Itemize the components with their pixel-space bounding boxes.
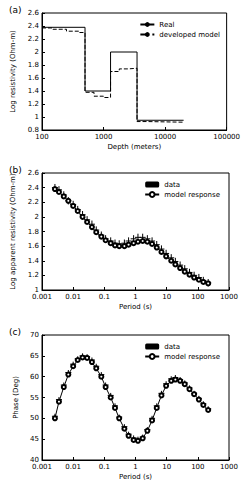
svg-text:Period (s): Period (s): [119, 473, 152, 481]
svg-text:0.001: 0.001: [32, 293, 52, 301]
svg-text:2.2: 2.2: [28, 35, 39, 43]
svg-text:100: 100: [35, 133, 48, 141]
svg-text:2.6: 2.6: [28, 169, 40, 177]
svg-text:2: 2: [35, 48, 39, 56]
svg-text:10000: 10000: [154, 133, 176, 141]
svg-text:1.2: 1.2: [28, 100, 39, 108]
svg-text:0.1: 0.1: [99, 293, 110, 301]
svg-text:1.8: 1.8: [28, 61, 39, 69]
svg-text:40: 40: [30, 456, 39, 464]
svg-text:2.4: 2.4: [28, 22, 40, 30]
svg-text:(b): (b): [9, 165, 22, 175]
svg-text:45: 45: [30, 435, 39, 443]
svg-text:2.2: 2.2: [28, 198, 39, 206]
svg-text:1: 1: [35, 113, 39, 121]
svg-text:1: 1: [133, 463, 137, 471]
svg-text:Phase (Deg): Phase (Deg): [12, 376, 20, 419]
svg-text:1000: 1000: [220, 293, 238, 301]
svg-text:1: 1: [133, 293, 137, 301]
svg-text:0.01: 0.01: [65, 463, 81, 471]
svg-text:0.01: 0.01: [65, 293, 81, 301]
svg-text:10: 10: [162, 293, 171, 301]
svg-text:Depth (meters): Depth (meters): [107, 143, 161, 151]
svg-text:0.8: 0.8: [27, 126, 39, 134]
svg-text:100000: 100000: [213, 133, 240, 141]
svg-text:model response: model response: [164, 191, 220, 199]
svg-text:1.8: 1.8: [28, 228, 39, 236]
svg-text:1: 1: [34, 286, 39, 294]
svg-text:100: 100: [191, 293, 204, 301]
svg-text:60: 60: [30, 373, 39, 381]
svg-text:70: 70: [30, 331, 39, 339]
svg-text:2.6: 2.6: [28, 9, 40, 17]
svg-text:1.2: 1.2: [28, 271, 39, 279]
svg-text:Real: Real: [159, 21, 174, 29]
svg-text:0.001: 0.001: [32, 463, 52, 471]
svg-text:1.6: 1.6: [28, 74, 40, 82]
svg-text:1.4: 1.4: [28, 257, 40, 265]
svg-text:50: 50: [30, 414, 39, 422]
svg-text:developed model: developed model: [159, 31, 220, 39]
svg-text:1.4: 1.4: [28, 87, 40, 95]
svg-text:0.1: 0.1: [99, 463, 110, 471]
svg-text:(a): (a): [9, 5, 22, 15]
svg-text:model response: model response: [164, 353, 220, 361]
svg-text:data: data: [164, 181, 180, 189]
svg-text:1000: 1000: [220, 463, 238, 471]
svg-text:Log apparent resistivity (Ohm-: Log apparent resistivity (Ohm-m): [9, 173, 17, 290]
svg-text:2.4: 2.4: [28, 184, 40, 192]
svg-text:Period (s): Period (s): [119, 303, 152, 311]
svg-text:10: 10: [162, 463, 171, 471]
svg-text:2: 2: [35, 213, 39, 221]
svg-text:100: 100: [191, 463, 204, 471]
svg-text:65: 65: [30, 352, 39, 360]
svg-text:1000: 1000: [95, 133, 113, 141]
svg-text:55: 55: [30, 394, 39, 402]
svg-text:data: data: [164, 343, 180, 351]
svg-text:(c): (c): [9, 327, 21, 337]
svg-text:Log resistivity (Ohm-m): Log resistivity (Ohm-m): [9, 30, 17, 113]
svg-text:1.6: 1.6: [28, 242, 40, 250]
